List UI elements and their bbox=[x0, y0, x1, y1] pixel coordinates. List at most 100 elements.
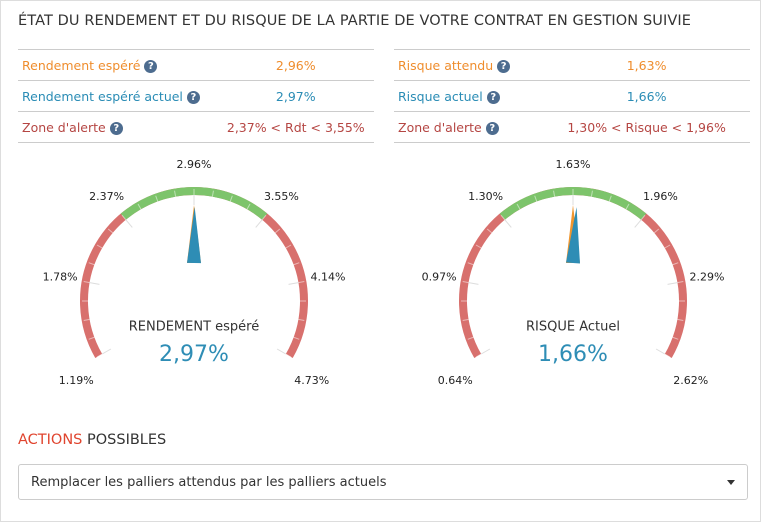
minor-tick bbox=[672, 336, 679, 340]
minor-tick bbox=[608, 195, 612, 202]
gauge-value: 2,97% bbox=[159, 342, 229, 367]
row-value: 1,30% < Risque < 1,96% bbox=[543, 111, 750, 143]
minor-tick bbox=[677, 318, 684, 321]
major-tick bbox=[89, 282, 100, 285]
minor-tick bbox=[534, 195, 538, 202]
minor-tick bbox=[96, 244, 103, 249]
minor-tick bbox=[486, 228, 493, 234]
label-text: Risque attendu bbox=[398, 57, 494, 73]
major-tick bbox=[667, 282, 678, 285]
minor-tick bbox=[285, 353, 292, 358]
minor-tick bbox=[121, 214, 127, 221]
minor-tick bbox=[664, 244, 671, 249]
label-text: Risque actuel bbox=[398, 88, 483, 104]
tick-label: 1.63% bbox=[556, 158, 591, 171]
row-label: Risque actuel? bbox=[394, 80, 544, 112]
row-label: Zone d'alerte? bbox=[394, 111, 544, 143]
table-row: Rendement espéré actuel? 2,97% bbox=[18, 80, 374, 112]
tick-label: 4.73% bbox=[294, 374, 329, 387]
major-tick bbox=[255, 219, 263, 228]
tick-label: 4.14% bbox=[310, 270, 345, 283]
help-icon[interactable]: ? bbox=[485, 121, 499, 135]
minor-tick bbox=[83, 281, 90, 284]
minor-tick bbox=[88, 262, 95, 266]
minor-tick bbox=[155, 195, 159, 202]
label-text: Zone d'alerte bbox=[22, 119, 106, 135]
major-tick bbox=[504, 219, 512, 228]
row-value: 2,37% < Rdt < 3,55% bbox=[217, 111, 374, 143]
major-tick bbox=[468, 282, 479, 285]
minor-tick bbox=[516, 203, 521, 210]
right-table: Risque attendu? 1,63% Risque actuel? 1,66% Z… bbox=[394, 49, 750, 143]
tick-label: 2.37% bbox=[89, 190, 124, 203]
minor-tick bbox=[107, 228, 114, 234]
minor-tick bbox=[211, 190, 214, 197]
minor-tick bbox=[261, 214, 267, 221]
minor-tick bbox=[475, 353, 482, 358]
minor-tick bbox=[293, 262, 300, 266]
minor-tick bbox=[174, 190, 177, 197]
tick-label: 1.30% bbox=[468, 190, 503, 203]
major-tick bbox=[480, 348, 491, 355]
minor-tick bbox=[274, 228, 281, 234]
gauge-label: RENDEMENT espéré bbox=[129, 320, 260, 335]
select-text: Remplacer les palliers attendus par les … bbox=[31, 475, 387, 490]
row-label: Risque attendu? bbox=[394, 49, 544, 81]
minor-tick bbox=[590, 190, 593, 197]
minor-tick bbox=[298, 281, 305, 284]
minor-tick bbox=[462, 281, 469, 284]
help-icon[interactable]: ? bbox=[497, 59, 511, 73]
title: ÉTAT DU RENDEMENT ET DU RISQUE DE LA PAR… bbox=[18, 13, 692, 29]
help-icon[interactable]: ? bbox=[486, 90, 500, 104]
table-row: Risque attendu? 1,63% bbox=[394, 49, 750, 81]
action-select[interactable]: Remplacer les palliers attendus par les … bbox=[18, 464, 748, 500]
tick-label: 1.96% bbox=[643, 190, 678, 203]
minor-tick bbox=[640, 214, 646, 221]
tick-label: 2.62% bbox=[673, 374, 708, 387]
caret bbox=[727, 480, 735, 485]
gauge-value: 1,66% bbox=[538, 342, 608, 367]
minor-tick bbox=[625, 203, 630, 210]
minor-tick bbox=[88, 336, 95, 340]
help-icon[interactable]: ? bbox=[109, 121, 123, 135]
minor-tick bbox=[246, 203, 251, 210]
minor-tick bbox=[293, 336, 300, 340]
minor-tick bbox=[664, 353, 671, 358]
table-row: Zone d'alerte? 1,30% < Risque < 1,96% bbox=[394, 111, 750, 143]
tick-label: 3.55% bbox=[264, 190, 299, 203]
help-icon[interactable]: ? bbox=[186, 90, 200, 104]
minor-tick bbox=[229, 195, 233, 202]
actions-title: ACTIONS POSSIBLES bbox=[18, 432, 166, 448]
needle bbox=[566, 207, 580, 264]
tick-label: 2.96% bbox=[177, 158, 212, 171]
table-row: Rendement espéré? 2,96% bbox=[18, 49, 374, 81]
minor-tick bbox=[677, 281, 684, 284]
tick-label: 0.97% bbox=[422, 270, 457, 283]
tick-label: 1.19% bbox=[59, 374, 94, 387]
major-tick bbox=[655, 348, 666, 355]
tick-label: 1.78% bbox=[43, 270, 78, 283]
major-tick bbox=[125, 219, 133, 228]
minor-tick bbox=[137, 203, 142, 210]
row-value: 2,96% bbox=[217, 49, 374, 81]
label-text: Zone d'alerte bbox=[398, 119, 482, 135]
minor-tick bbox=[96, 353, 103, 358]
major-tick bbox=[101, 348, 112, 355]
row-value: 2,97% bbox=[217, 80, 374, 112]
major-tick bbox=[276, 348, 287, 355]
minor-tick bbox=[653, 228, 660, 234]
table-row: Zone d'alerte? 2,37% < Rdt < 3,55% bbox=[18, 111, 374, 143]
minor-tick bbox=[553, 190, 556, 197]
left-table: Rendement espéré? 2,96% Rendement espéré a… bbox=[18, 49, 374, 143]
minor-tick bbox=[467, 336, 474, 340]
minor-tick bbox=[500, 214, 506, 221]
actions-rest: POSSIBLES bbox=[87, 432, 167, 448]
help-icon[interactable]: ? bbox=[144, 59, 158, 73]
tick-label: 2.29% bbox=[689, 270, 724, 283]
minor-tick bbox=[475, 244, 482, 249]
minor-tick bbox=[298, 318, 305, 321]
label-text: Rendement espéré actuel bbox=[22, 88, 183, 104]
major-tick bbox=[288, 282, 299, 285]
needle bbox=[187, 207, 201, 264]
